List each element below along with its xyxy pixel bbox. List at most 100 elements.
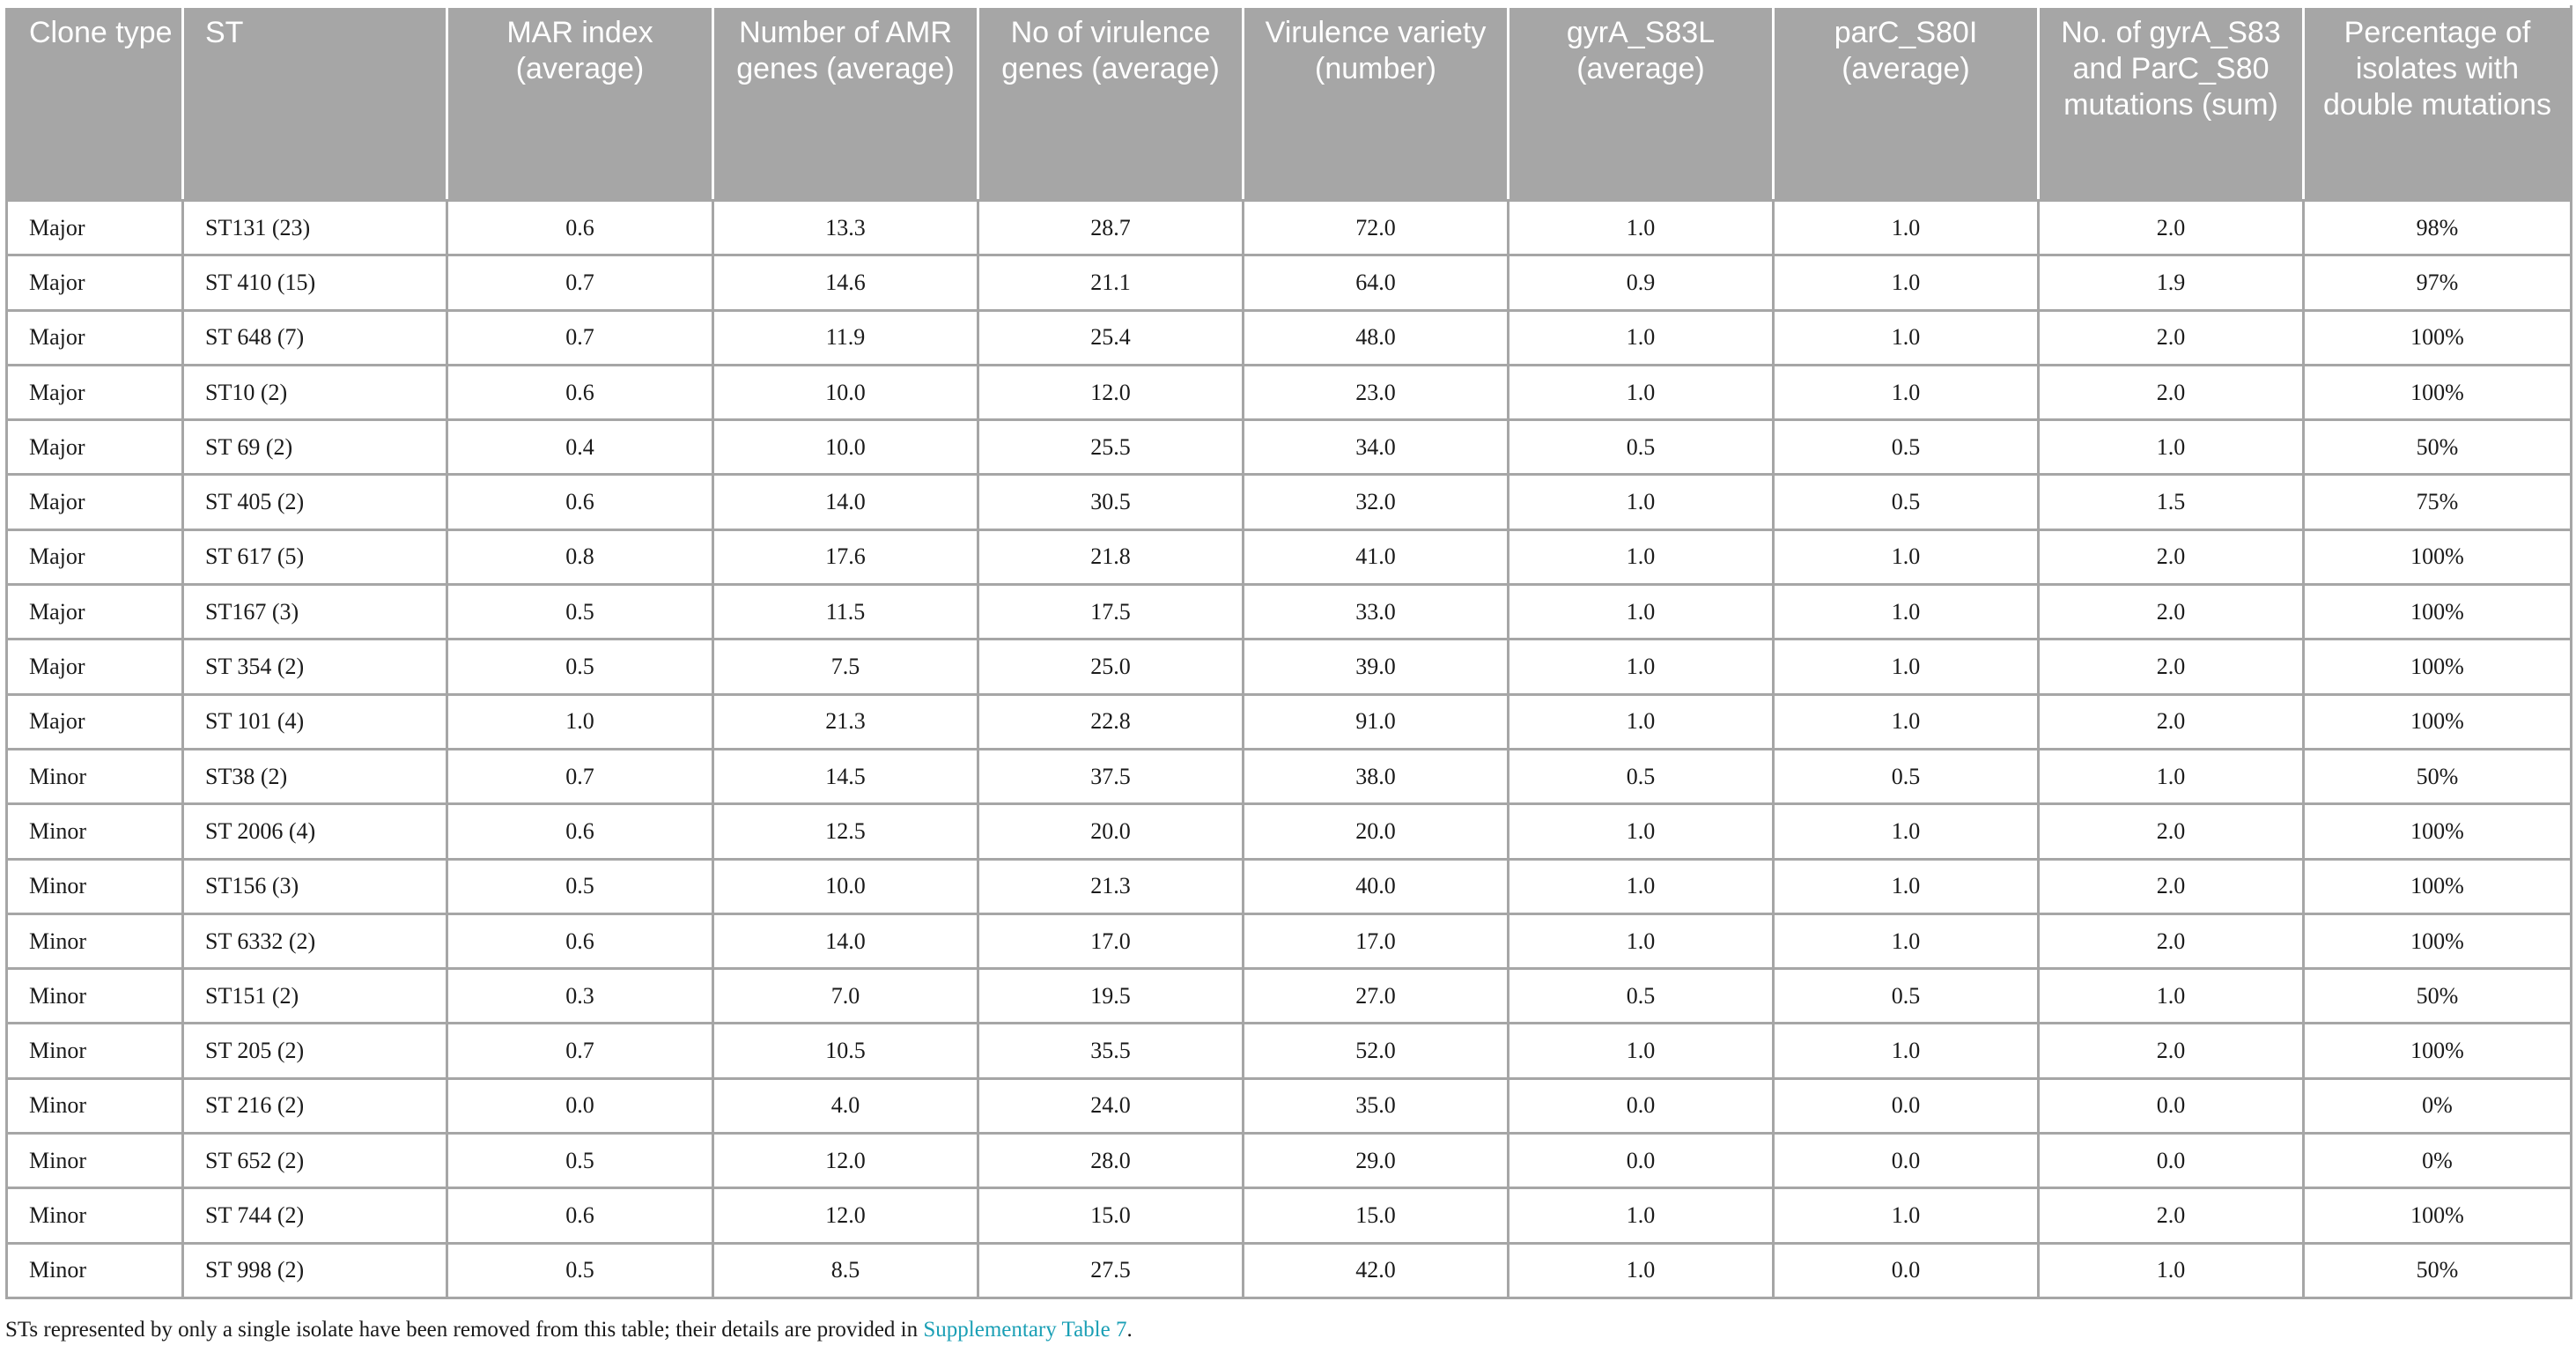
- cell-parc-s80i: 1.0: [1772, 363, 2040, 422]
- cell-mutations-sum: 1.0: [2037, 418, 2305, 477]
- cell-gyra-s83l: 1.0: [1507, 363, 1775, 422]
- cell-mar-index: 0.7: [446, 308, 714, 366]
- table-row: Minor ST156 (3) 0.5 10.0 21.3 40.0 1.0 1.0 2.0 10…: [5, 857, 2572, 915]
- cell-virulence-variety: 91.0: [1242, 692, 1509, 750]
- cell-gyra-s83l: 1.0: [1507, 308, 1775, 366]
- cell-mutations-sum: 2.0: [2037, 857, 2305, 915]
- cell-clone-type: Major: [5, 583, 184, 641]
- cell-mutations-sum: 0.0: [2037, 1076, 2305, 1135]
- cell-virulence-variety: 39.0: [1242, 638, 1509, 696]
- cell-gyra-s83l: 1.0: [1507, 1241, 1775, 1299]
- cell-parc-s80i: 0.5: [1772, 747, 2040, 806]
- cell-amr-genes: 10.0: [712, 418, 979, 477]
- cell-gyra-s83l: 1.0: [1507, 857, 1775, 915]
- cell-virulence-variety: 35.0: [1242, 1076, 1509, 1135]
- header-double-mutation-percentage: Percentage of isolates with double mutat…: [2302, 5, 2572, 202]
- header-st: ST: [181, 5, 448, 202]
- cell-amr-genes: 7.5: [712, 638, 979, 696]
- cell-parc-s80i: 1.0: [1772, 1022, 2040, 1080]
- cell-mutations-sum: 2.0: [2037, 1187, 2305, 1245]
- cell-virulence-genes: 17.5: [977, 583, 1244, 641]
- cell-gyra-s83l: 0.0: [1507, 1076, 1775, 1135]
- header-virulence-variety: Virulence variety (number): [1242, 5, 1509, 202]
- cell-mutations-sum: 1.0: [2037, 967, 2305, 1025]
- cell-double-mutation-percentage: 97%: [2302, 254, 2572, 312]
- cell-mar-index: 0.3: [446, 967, 714, 1025]
- cell-amr-genes: 11.5: [712, 583, 979, 641]
- header-virulence-genes: No of virulence genes (average): [977, 5, 1244, 202]
- cell-parc-s80i: 1.0: [1772, 692, 2040, 750]
- cell-gyra-s83l: 1.0: [1507, 692, 1775, 750]
- header-gyra-s83l: gyrA_S83L (average): [1507, 5, 1775, 202]
- cell-amr-genes: 12.0: [712, 1187, 979, 1245]
- cell-gyra-s83l: 1.0: [1507, 583, 1775, 641]
- cell-amr-genes: 10.0: [712, 857, 979, 915]
- cell-virulence-variety: 42.0: [1242, 1241, 1509, 1299]
- cell-clone-type: Minor: [5, 802, 184, 861]
- cell-st: ST 6332 (2): [181, 912, 448, 971]
- cell-mar-index: 0.8: [446, 528, 714, 587]
- cell-virulence-genes: 22.8: [977, 692, 1244, 750]
- table-row: Major ST 410 (15) 0.7 14.6 21.1 64.0 0.9 1.0 1.9…: [5, 254, 2572, 312]
- cell-parc-s80i: 0.5: [1772, 418, 2040, 477]
- cell-parc-s80i: 1.0: [1772, 308, 2040, 366]
- cell-virulence-genes: 12.0: [977, 363, 1244, 422]
- cell-double-mutation-percentage: 100%: [2302, 1022, 2572, 1080]
- cell-mutations-sum: 2.0: [2037, 308, 2305, 366]
- cell-clone-type: Minor: [5, 1241, 184, 1299]
- cell-mar-index: 1.0: [446, 692, 714, 750]
- cell-virulence-genes: 17.0: [977, 912, 1244, 971]
- cell-virulence-genes: 25.5: [977, 418, 1244, 477]
- cell-clone-type: Major: [5, 473, 184, 531]
- cell-gyra-s83l: 1.0: [1507, 473, 1775, 531]
- cell-mar-index: 0.5: [446, 638, 714, 696]
- cell-parc-s80i: 0.0: [1772, 1241, 2040, 1299]
- cell-double-mutation-percentage: 100%: [2302, 802, 2572, 861]
- cell-virulence-variety: 40.0: [1242, 857, 1509, 915]
- table-row: Major ST 648 (7) 0.7 11.9 25.4 48.0 1.0 1.0 2.0 1…: [5, 308, 2572, 366]
- table-row: Major ST167 (3) 0.5 11.5 17.5 33.0 1.0 1.0 2.0 10…: [5, 583, 2572, 641]
- cell-clone-type: Major: [5, 418, 184, 477]
- supplementary-table-link[interactable]: Supplementary Table 7: [923, 1318, 1127, 1342]
- table-row: Minor ST 6332 (2) 0.6 14.0 17.0 17.0 1.0 1.0 2.0…: [5, 912, 2572, 971]
- cell-st: ST 617 (5): [181, 528, 448, 587]
- table-row: Minor ST 744 (2) 0.6 12.0 15.0 15.0 1.0 1.0 2.0 1…: [5, 1187, 2572, 1245]
- header-parc-s80i: parC_S80I (average): [1772, 5, 2040, 202]
- cell-virulence-genes: 21.8: [977, 528, 1244, 587]
- cell-double-mutation-percentage: 0%: [2302, 1132, 2572, 1190]
- cell-parc-s80i: 1.0: [1772, 254, 2040, 312]
- cell-mutations-sum: 2.0: [2037, 583, 2305, 641]
- cell-amr-genes: 21.3: [712, 692, 979, 750]
- table-row: Major ST10 (2) 0.6 10.0 12.0 23.0 1.0 1.0 2.0 100…: [5, 363, 2572, 422]
- cell-clone-type: Major: [5, 638, 184, 696]
- cell-mar-index: 0.5: [446, 1132, 714, 1190]
- cell-amr-genes: 10.0: [712, 363, 979, 422]
- cell-virulence-genes: 25.4: [977, 308, 1244, 366]
- cell-clone-type: Minor: [5, 747, 184, 806]
- cell-parc-s80i: 1.0: [1772, 638, 2040, 696]
- cell-virulence-genes: 27.5: [977, 1241, 1244, 1299]
- cell-virulence-genes: 28.7: [977, 198, 1244, 257]
- cell-st: ST 354 (2): [181, 638, 448, 696]
- cell-amr-genes: 12.5: [712, 802, 979, 861]
- cell-double-mutation-percentage: 100%: [2302, 363, 2572, 422]
- cell-double-mutation-percentage: 50%: [2302, 747, 2572, 806]
- cell-st: ST10 (2): [181, 363, 448, 422]
- cell-parc-s80i: 1.0: [1772, 857, 2040, 915]
- cell-mar-index: 0.0: [446, 1076, 714, 1135]
- table-row: Minor ST 205 (2) 0.7 10.5 35.5 52.0 1.0 1.0 2.0 1…: [5, 1022, 2572, 1080]
- cell-mutations-sum: 2.0: [2037, 198, 2305, 257]
- cell-mutations-sum: 1.0: [2037, 1241, 2305, 1299]
- cell-virulence-variety: 29.0: [1242, 1132, 1509, 1190]
- cell-gyra-s83l: 1.0: [1507, 198, 1775, 257]
- cell-virulence-genes: 21.3: [977, 857, 1244, 915]
- cell-gyra-s83l: 1.0: [1507, 1187, 1775, 1245]
- cell-amr-genes: 14.0: [712, 473, 979, 531]
- cell-mutations-sum: 1.0: [2037, 747, 2305, 806]
- cell-amr-genes: 14.5: [712, 747, 979, 806]
- cell-virulence-variety: 52.0: [1242, 1022, 1509, 1080]
- cell-gyra-s83l: 1.0: [1507, 1022, 1775, 1080]
- cell-mutations-sum: 2.0: [2037, 363, 2305, 422]
- cell-parc-s80i: 0.0: [1772, 1132, 2040, 1190]
- table-row: Major ST 69 (2) 0.4 10.0 25.5 34.0 0.5 0.5 1.0 50…: [5, 418, 2572, 477]
